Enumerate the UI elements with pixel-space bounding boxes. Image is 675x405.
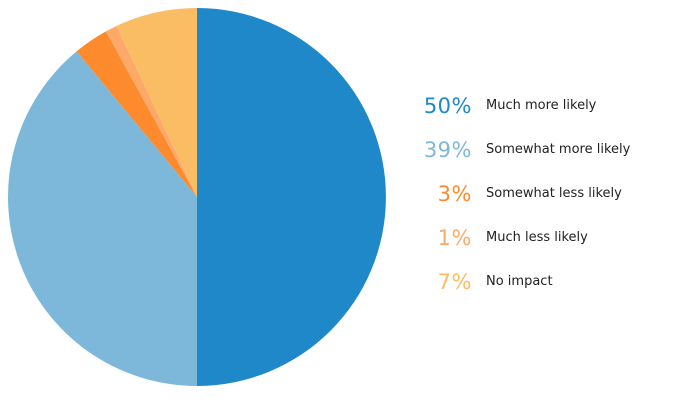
pie-slice-no-impact: [116, 8, 197, 197]
legend-item: 7% No impact: [404, 260, 666, 304]
legend-label: No impact: [486, 274, 553, 289]
legend-item: 1% Much less likely: [404, 216, 666, 260]
legend-value: 50%: [423, 94, 472, 118]
legend-item: 50% Much more likely: [404, 84, 666, 128]
pie-slice-somewhat-less-likely: [76, 31, 197, 197]
legend-value: 1%: [437, 226, 472, 250]
legend-value: 7%: [437, 270, 472, 294]
legend-label: Much more likely: [486, 98, 597, 113]
legend-value: 39%: [423, 138, 472, 162]
legend-item: 39% Somewhat more likely: [404, 128, 666, 172]
pie-chart: [7, 8, 386, 387]
legend-label: Somewhat more likely: [486, 142, 631, 157]
legend-label: Somewhat less likely: [486, 186, 622, 201]
pie-slice-somewhat-more-likely: [7, 51, 197, 387]
pie-slice-much-less-likely: [105, 25, 197, 197]
legend: 50% Much more likely 39% Somewhat more like…: [404, 84, 666, 304]
legend-label: Much less likely: [486, 230, 588, 245]
legend-value: 3%: [437, 182, 472, 206]
legend-item: 3% Somewhat less likely: [404, 172, 666, 216]
pie-slice-much-more-likely: [197, 8, 386, 386]
